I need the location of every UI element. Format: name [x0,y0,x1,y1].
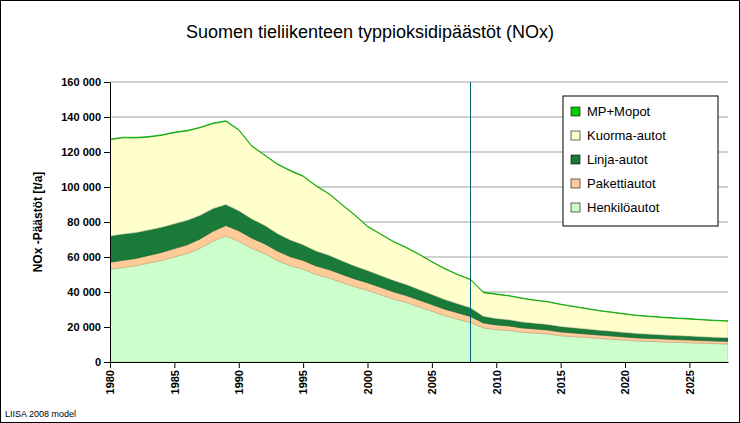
x-axis-line [111,362,729,363]
x-tick-mark [496,362,497,368]
x-tick: 2020 [619,362,631,394]
chart-border [1,1,740,423]
x-tick-label: 1990 [233,370,245,394]
grid [110,82,728,362]
legend-box [563,96,718,226]
y-tick-label: 0 [95,356,101,368]
legend-swatch [571,179,580,188]
x-tick-label: 2010 [491,370,503,394]
y-tick: 100 000 [61,181,110,193]
y-tick-mark [104,362,110,363]
x-tick: 2015 [555,362,567,394]
grid-line [110,82,728,83]
legend: MP+Mopot Kuorma-autot Linja-autot Pakettiau… [563,96,718,226]
plot: 0 20 000 40 000 60 000 80 000 100 000 120 000 1… [61,76,728,394]
marks [110,82,728,362]
y-tick-label: 160 000 [61,76,101,88]
y-tick-mark [104,257,110,258]
x-tick-mark [239,362,240,368]
title: Suomen tieliikenteen typpioksidipäästöt … [186,22,554,42]
x-tick-mark [174,362,175,368]
y-tick: 120 000 [61,146,110,158]
y-tick-mark [104,222,110,223]
x-tick-mark [432,362,433,368]
x-tick-mark [625,362,626,368]
y-tick-mark [104,292,110,293]
y-tick-mark [104,327,110,328]
x-tick-mark [368,362,369,368]
legend-label: Kuorma-autot [587,128,666,143]
y-tick-mark [104,117,110,118]
y-axis-line [110,83,111,363]
legend-swatch [571,131,580,140]
y-axis: 0 20 000 40 000 60 000 80 000 100 000 120 000 1… [61,76,110,368]
x-tick-mark [303,362,304,368]
y-tick-mark [104,152,110,153]
y-tick: 0 [95,356,110,368]
y-tick-label: 80 000 [67,216,101,228]
y-tick-label: 60 000 [67,251,101,263]
y-tick: 60 000 [67,251,110,263]
x-tick: 1980 [104,362,116,394]
x-tick-mark [689,362,690,368]
x-tick-label: 1980 [104,370,116,394]
y-tick-label: 20 000 [67,321,101,333]
reference-line [470,82,471,362]
x-tick: 1985 [169,362,181,394]
x-tick-label: 2020 [619,370,631,394]
legend-label: Pakettiautot [587,176,656,191]
x-tick-label: 2005 [426,370,438,394]
x-tick-label: 2000 [362,370,374,394]
x-tick-label: 2025 [684,370,696,394]
y-tick: 40 000 [67,286,110,298]
x-tick: 1995 [297,362,309,394]
y-tick-mark [104,82,110,83]
x-tick-mark [561,362,562,368]
chart: 0 20 000 40 000 60 000 80 000 100 000 120 000 1… [0,0,740,423]
legend-swatch [571,203,580,212]
x-tick: 2005 [426,362,438,394]
legend-label: Linja-autot [587,152,648,167]
source-note: LIISA 2008 model [5,409,76,419]
y-tick-label: 120 000 [61,146,101,158]
legend-swatch [571,107,580,116]
y-tick-label: 40 000 [67,286,101,298]
x-tick-label: 1995 [297,370,309,394]
x-tick-label: 2015 [555,370,567,394]
y-axis-title: NOx -Päästöt [t/a] [31,172,45,273]
x-tick: 1990 [233,362,245,394]
y-tick: 160 000 [61,76,110,88]
y-tick-label: 140 000 [61,111,101,123]
legend-label: Henkilöautot [587,200,660,215]
y-tick-mark [104,187,110,188]
x-tick: 2025 [684,362,696,394]
x-tick-label: 1985 [169,370,181,394]
y-tick: 140 000 [61,111,110,123]
legend-label: MP+Mopot [587,104,651,119]
x-tick: 2000 [362,362,374,394]
y-tick: 20 000 [67,321,110,333]
area [110,121,728,337]
y-tick: 80 000 [67,216,110,228]
x-tick-mark [110,362,111,368]
legend-swatch [571,155,580,164]
y-tick-label: 100 000 [61,181,101,193]
x-tick: 2010 [491,362,503,394]
x-axis: 1980 1985 1990 1995 2000 2005 2010 2015 2020 2025 [104,362,728,394]
